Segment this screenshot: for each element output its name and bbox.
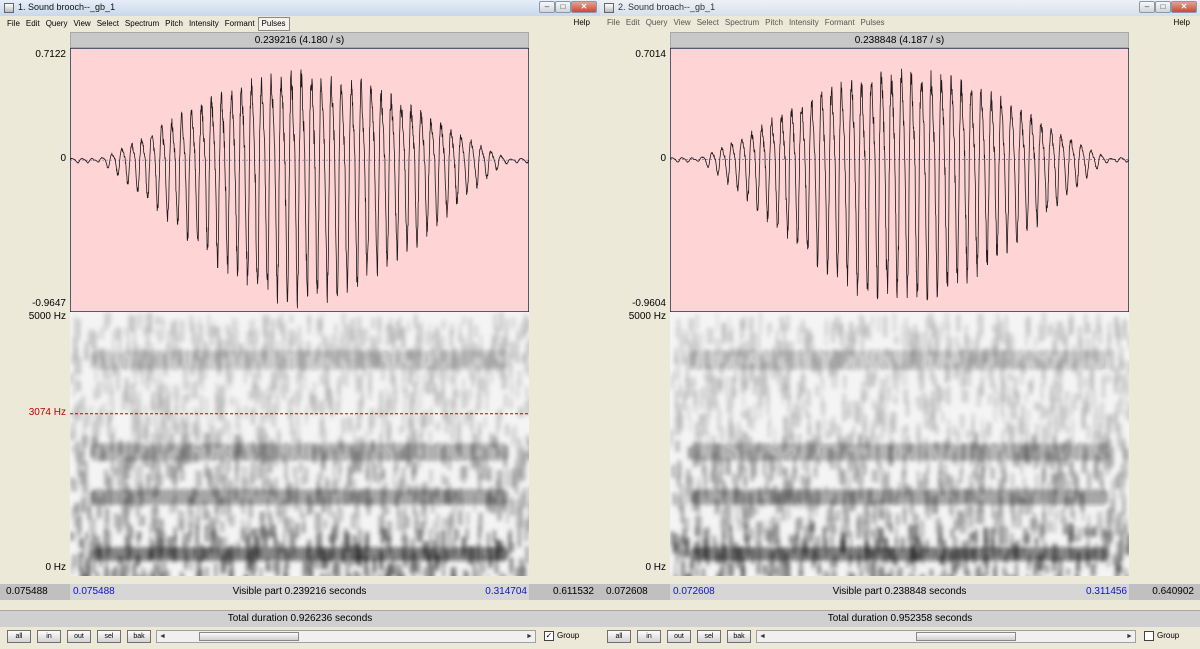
visible-start-time: 0.075488 <box>73 586 115 597</box>
close-button[interactable]: ✕ <box>571 1 597 13</box>
spec-y-min-label: 0 Hz <box>645 562 666 573</box>
menu-query[interactable]: Query <box>645 18 668 27</box>
waveform-plot <box>70 48 529 312</box>
group-checkbox[interactable] <box>1144 631 1154 641</box>
total-duration-bar[interactable]: Total duration 0.952358 seconds <box>600 610 1200 627</box>
zoom-out-button[interactable]: out <box>67 630 91 643</box>
menu-bar: File Edit Query View Select Spectrum Pitch Inte… <box>600 16 1200 30</box>
maximize-button[interactable]: □ <box>555 1 571 13</box>
wave-y-zero-label: 0 <box>660 153 666 164</box>
menu-pitch[interactable]: Pitch <box>165 19 183 28</box>
menu-pulses[interactable]: Pulses <box>257 17 290 31</box>
scroll-left-icon[interactable]: ◄ <box>159 633 166 640</box>
zoom-selection-button[interactable]: sel <box>697 630 721 643</box>
right-time-label[interactable]: 0.611532 <box>529 584 600 600</box>
cursor-frequency-label: 3074 Hz <box>28 407 66 418</box>
control-row: all in out sel bak ◄ ► ✓ Group <box>0 627 600 649</box>
spectrogram-panel[interactable] <box>70 312 529 576</box>
menu-file[interactable]: File <box>7 19 20 28</box>
spec-y-min-label: 0 Hz <box>45 562 66 573</box>
menu-file[interactable]: File <box>607 18 620 27</box>
visible-end-time: 0.311456 <box>1086 586 1127 597</box>
zoom-selection-button[interactable]: sel <box>97 630 121 643</box>
zoom-all-button[interactable]: all <box>7 630 31 643</box>
spectrogram-panel[interactable] <box>670 312 1129 576</box>
menu-query[interactable]: Query <box>45 19 68 28</box>
zoom-all-button[interactable]: all <box>607 630 631 643</box>
menu-edit[interactable]: Edit <box>25 19 40 28</box>
minimize-button[interactable]: – <box>539 1 555 13</box>
scroll-right-icon[interactable]: ► <box>526 633 533 640</box>
menu-spectrum[interactable]: Spectrum <box>724 18 760 27</box>
sound-editor-window-1: 1. Sound brooch--_gb_1 – □ ✕ File Edit Que… <box>0 0 600 649</box>
window-title: 2. Sound broach--_gb_1 <box>618 2 716 12</box>
menu-spectrum[interactable]: Spectrum <box>124 19 160 28</box>
menu-formant[interactable]: Formant <box>824 18 855 27</box>
waveform-panel[interactable] <box>670 48 1129 312</box>
menu-intensity[interactable]: Intensity <box>788 18 819 27</box>
visible-part-label: Visible part 0.239216 seconds <box>232 586 367 597</box>
right-time-label[interactable]: 0.640902 <box>1129 584 1200 600</box>
sound-editor-window-2: 2. Sound broach--_gb_1 – □ ✕ File Edit Que… <box>600 0 1200 649</box>
scrollbar-thumb[interactable] <box>199 632 299 641</box>
selection-duration-bar[interactable]: 0.238848 (4.187 / s) <box>670 32 1129 48</box>
left-time-label[interactable]: 0.075488 <box>0 584 70 600</box>
visible-part-bar[interactable]: 0.075488 Visible part 0.239216 seconds 0… <box>70 584 529 600</box>
spec-y-max-label: 5000 Hz <box>28 311 66 322</box>
wave-y-zero-label: 0 <box>60 153 66 164</box>
zoom-out-button[interactable]: out <box>667 630 691 643</box>
wave-y-max-label: 0.7014 <box>635 49 666 60</box>
scroll-left-icon[interactable]: ◄ <box>759 633 766 640</box>
minimize-button[interactable]: – <box>1139 1 1155 13</box>
time-scrollbar[interactable]: ◄ ► <box>156 630 536 643</box>
menu-view[interactable]: View <box>73 19 91 28</box>
scrollbar-thumb[interactable] <box>916 632 1016 641</box>
menu-edit[interactable]: Edit <box>625 18 640 27</box>
waveform-panel[interactable] <box>70 48 529 312</box>
visible-part-label: Visible part 0.238848 seconds <box>832 586 967 597</box>
title-bar[interactable]: 1. Sound brooch--_gb_1 – □ ✕ <box>0 0 600 17</box>
menu-formant[interactable]: Formant <box>224 19 255 28</box>
total-duration-bar[interactable]: Total duration 0.926236 seconds <box>0 610 600 627</box>
menu-intensity[interactable]: Intensity <box>188 19 219 28</box>
menu-pulses[interactable]: Pulses <box>860 18 885 27</box>
menu-view[interactable]: View <box>673 18 691 27</box>
praat-app-icon <box>604 3 614 13</box>
praat-app-icon <box>4 3 14 13</box>
visible-start-time: 0.072608 <box>673 586 715 597</box>
zoom-in-button[interactable]: in <box>37 630 61 643</box>
control-row: all in out sel bak ◄ ► Group <box>600 627 1200 649</box>
menu-help[interactable]: Help <box>1173 18 1190 27</box>
time-scrollbar[interactable]: ◄ ► <box>756 630 1136 643</box>
wave-y-min-label: -0.9647 <box>32 298 66 309</box>
spec-y-max-label: 5000 Hz <box>628 311 666 322</box>
visible-end-time: 0.314704 <box>485 586 527 597</box>
wave-y-min-label: -0.9604 <box>632 298 666 309</box>
selection-duration-bar[interactable]: 0.239216 (4.180 / s) <box>70 32 529 48</box>
group-checkbox[interactable]: ✓ <box>544 631 554 641</box>
group-label: Group <box>1157 631 1180 640</box>
waveform-plot <box>670 48 1129 312</box>
menu-select[interactable]: Select <box>96 19 119 28</box>
spectrogram-plot <box>670 312 1129 576</box>
zoom-back-button[interactable]: bak <box>127 630 151 643</box>
menu-help[interactable]: Help <box>573 18 590 27</box>
zoom-in-button[interactable]: in <box>637 630 661 643</box>
close-button[interactable]: ✕ <box>1171 1 1197 13</box>
spectrogram-plot <box>70 312 529 576</box>
left-time-label[interactable]: 0.072608 <box>600 584 670 600</box>
group-label: Group <box>557 631 580 640</box>
wave-y-max-label: 0.7122 <box>35 49 66 60</box>
maximize-button[interactable]: □ <box>1155 1 1171 13</box>
visible-part-bar[interactable]: 0.072608 Visible part 0.238848 seconds 0… <box>670 584 1129 600</box>
scroll-right-icon[interactable]: ► <box>1126 633 1133 640</box>
menu-pitch[interactable]: Pitch <box>765 18 783 27</box>
title-bar[interactable]: 2. Sound broach--_gb_1 – □ ✕ <box>600 0 1200 17</box>
window-title: 1. Sound brooch--_gb_1 <box>18 2 116 12</box>
zoom-back-button[interactable]: bak <box>727 630 751 643</box>
menu-bar: File Edit Query View Select Spectrum Pitch Inte… <box>0 16 600 31</box>
menu-select[interactable]: Select <box>696 18 719 27</box>
